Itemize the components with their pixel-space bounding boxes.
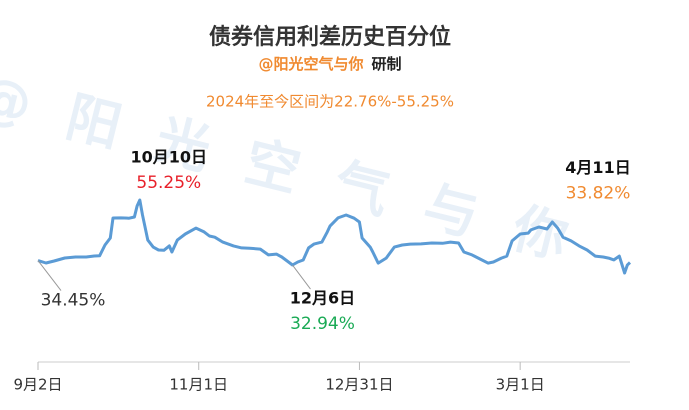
leader-line	[292, 264, 311, 290]
annotation-date: 4月11日	[565, 158, 630, 177]
x-tick-label: 11月1日	[169, 376, 228, 394]
value-label: 33.82%	[566, 183, 631, 203]
series-line	[37, 198, 632, 275]
x-tick-label: 3月1日	[496, 376, 545, 394]
subtitle-suffix: 研制	[372, 55, 402, 73]
subtitle-author: @阳光空气与你	[258, 55, 363, 73]
chart-title: 债券信用利差历史百分位	[209, 24, 451, 50]
value-label: 34.45%	[41, 291, 106, 311]
range-note: 2024年至今区间为22.76%-55.25%	[206, 93, 454, 111]
chart-subtitle: @阳光空气与你 研制	[258, 55, 401, 73]
annotation-date: 10月10日	[131, 148, 208, 167]
x-tick-label: 12月31日	[325, 376, 393, 394]
value-label: 32.94%	[290, 314, 355, 334]
value-label: 55.25%	[136, 173, 201, 193]
annotation-date: 12月6日	[290, 289, 355, 308]
leader-line	[37, 260, 62, 291]
x-tick-label: 9月2日	[13, 376, 62, 394]
